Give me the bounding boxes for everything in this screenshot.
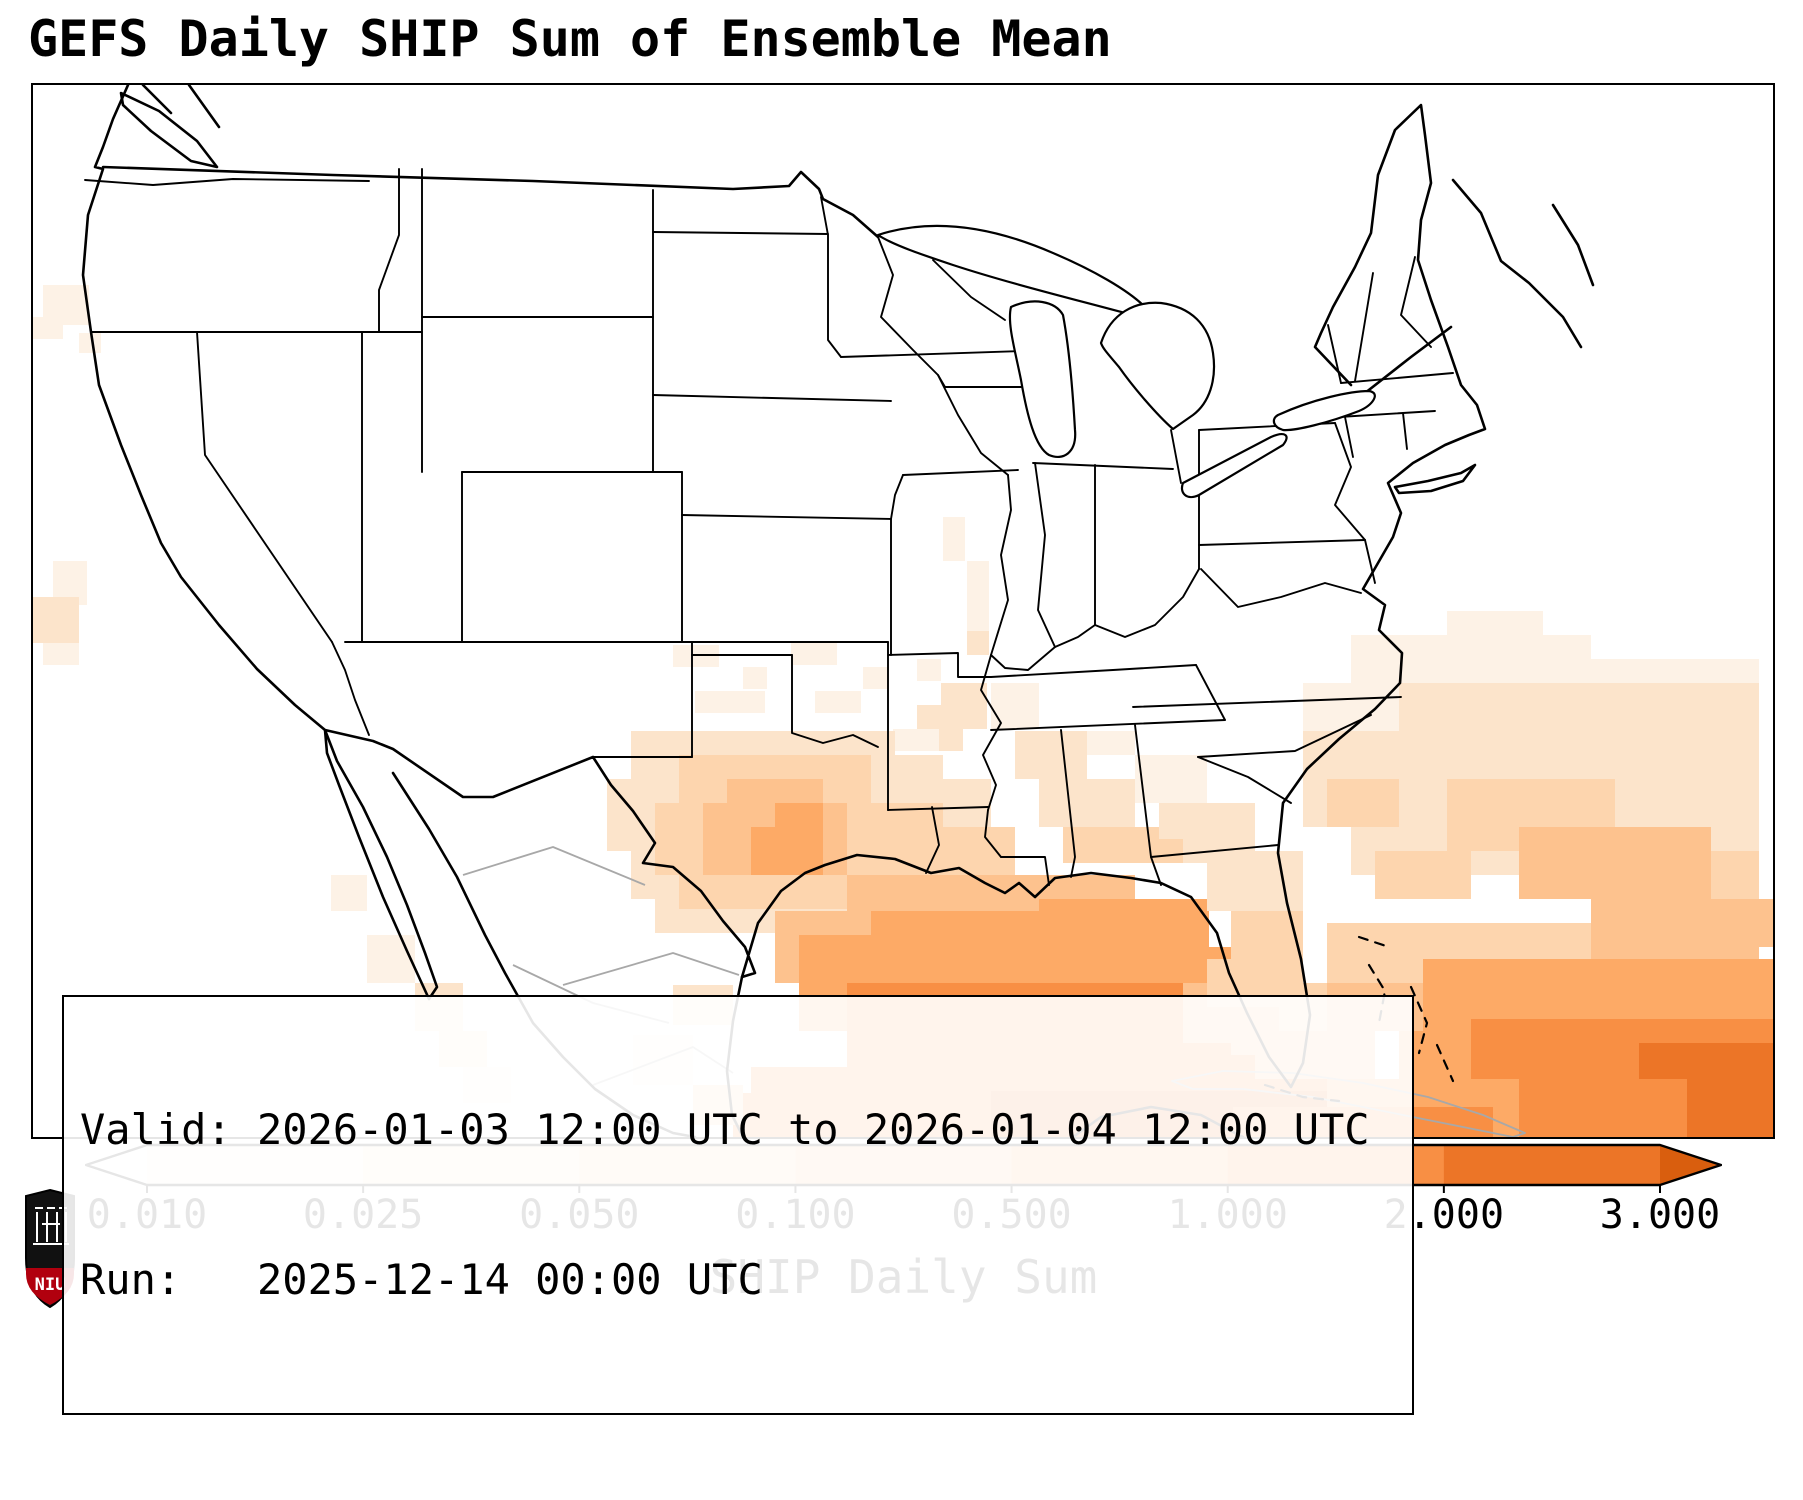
chart-title: GEFS Daily SHIP Sum of Ensemble Mean: [28, 10, 1112, 68]
great-lakes: [876, 224, 1376, 499]
niu-text: NIU: [35, 1275, 66, 1295]
niu-castle-icon: [33, 1207, 69, 1245]
valid-run-info-box: Valid: 2026-01-03 12:00 UTC to 2026-01-0…: [62, 995, 1414, 1415]
state-borders: [84, 168, 1454, 886]
map-frame: Valid: 2026-01-03 12:00 UTC to 2026-01-0…: [31, 83, 1775, 1415]
conus-map: [33, 85, 1773, 1137]
valid-time-text: Valid: 2026-01-03 12:00 UTC to 2026-01-0…: [80, 1105, 1370, 1154]
run-time-text: Run: 2025-12-14 00:00 UTC: [80, 1255, 763, 1304]
colorbar-tick-label: 3.000: [1599, 1192, 1721, 1238]
